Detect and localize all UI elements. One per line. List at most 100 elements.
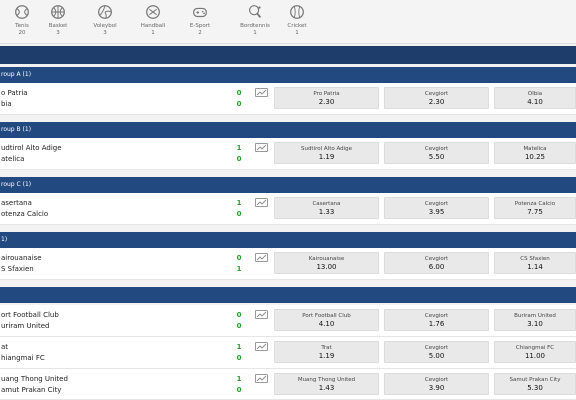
away-team: hiangmai FC <box>1 354 45 362</box>
match-row[interactable]: o Patria bia 0 0 Pro Patria 2.30 Cevgiort… <box>0 83 576 115</box>
stats-chart-icon[interactable] <box>255 253 268 262</box>
sport-tab-basketball[interactable]: Basket 3 <box>38 2 78 37</box>
stats-chart-icon[interactable] <box>255 374 268 383</box>
group-header[interactable]: roup B (1) <box>0 122 576 138</box>
away-score: 1 <box>236 265 242 273</box>
away-team: bia <box>1 100 12 108</box>
odd-away-button[interactable]: Samut Prakan City 5.30 <box>494 373 576 395</box>
stats-chart-icon[interactable] <box>255 143 268 152</box>
odd-home-button[interactable]: Trat 1.19 <box>274 341 379 363</box>
home-score: 0 <box>236 254 242 262</box>
odd-draw-button[interactable]: Cevgiort 6.00 <box>384 252 489 274</box>
odd-away-button[interactable]: Chiangmai FC 11.00 <box>494 341 576 363</box>
tennis-icon <box>12 2 32 22</box>
odd-draw-button[interactable]: Cevgiort 1.76 <box>384 309 489 331</box>
odd-away-button[interactable]: Matelica 10.25 <box>494 142 576 164</box>
sport-count: 3 <box>56 30 60 36</box>
odd-home-button[interactable]: Casertana 1.33 <box>274 197 379 219</box>
odd-home-button[interactable]: Sudtirol Alto Adige 1.19 <box>274 142 379 164</box>
odd-label: CS Sfaxien <box>520 256 550 262</box>
odd-away-button[interactable]: Buriram United 3.10 <box>494 309 576 331</box>
home-score: 0 <box>236 311 242 319</box>
odd-home-button[interactable]: Kairouanaise 13.00 <box>274 252 379 274</box>
odd-draw-button[interactable]: Cevgiort 3.90 <box>384 373 489 395</box>
away-score: 0 <box>236 100 242 108</box>
odd-label: Cevgiort <box>424 377 449 383</box>
match-row[interactable]: udtirol Alto Adige atelica 1 0 Sudtirol … <box>0 138 576 170</box>
odd-label: Trat <box>321 345 332 351</box>
sport-label: Tenis <box>15 23 29 29</box>
sport-tab-volleyball[interactable]: Voleybol 3 <box>85 2 125 37</box>
odd-home-button[interactable]: Port Football Club 4.10 <box>274 309 379 331</box>
match-row[interactable]: at hiangmai FC 1 0 Trat 1.19 Cevgiort 5.00… <box>0 337 576 369</box>
match-row[interactable]: ort Football Club uriram United 0 0 Port… <box>0 305 576 337</box>
away-team: amut Prakan City <box>1 386 62 394</box>
odd-away-button[interactable]: CS Sfaxien 1.14 <box>494 252 576 274</box>
group-header[interactable]: roup A (1) <box>0 67 576 83</box>
sport-tab-cricket[interactable]: Cricket 1 <box>277 2 317 37</box>
odd-value: 4.10 <box>318 320 335 328</box>
group-header[interactable] <box>0 287 576 303</box>
sport-selector-bar: Tenis 20 Basket 3 Voleybol 3 Handball 1 … <box>0 0 576 44</box>
match-row[interactable]: uang Thong United amut Prakan City 1 0 M… <box>0 369 576 400</box>
odd-label: Samut Prakan City <box>509 377 561 383</box>
away-team: S Sfaxien <box>1 265 34 273</box>
odd-value: 3.95 <box>428 208 445 216</box>
home-team: asertana <box>1 199 32 207</box>
sport-count: 1 <box>295 30 299 36</box>
odd-home-button[interactable]: Pro Patria 2.30 <box>274 87 379 109</box>
stats-chart-icon[interactable] <box>255 88 268 97</box>
odd-label: Cevgiort <box>424 256 449 262</box>
sport-tab-esport[interactable]: E-Sport 2 <box>180 2 220 37</box>
home-team: o Patria <box>1 89 28 97</box>
odd-value: 1.14 <box>527 263 543 271</box>
odd-value: 7.75 <box>527 208 543 216</box>
sport-count: 3 <box>103 30 107 36</box>
sport-count: 20 <box>18 30 26 36</box>
sport-tab-table-tennis[interactable]: Bordtennis 1 <box>235 2 275 37</box>
sport-label: Voleybol <box>93 23 117 29</box>
odd-label: Cevgiort <box>424 146 449 152</box>
odd-label: Matelica <box>523 146 547 152</box>
match-row[interactable]: asertana otenza Calcio 1 0 Casertana 1.33… <box>0 193 576 225</box>
odd-value: 3.90 <box>428 384 445 392</box>
group-header[interactable]: roup C (1) <box>0 177 576 193</box>
home-team: at <box>1 343 9 351</box>
away-score: 0 <box>236 322 242 330</box>
odd-draw-button[interactable]: Cevgiort 2.30 <box>384 87 489 109</box>
odd-label: Sudtirol Alto Adige <box>300 146 353 152</box>
odd-home-button[interactable]: Muang Thong United 1.43 <box>274 373 379 395</box>
home-score: 0 <box>236 89 242 97</box>
match-row[interactable]: airouanaise S Sfaxien 0 1 Kairouanaise 13… <box>0 248 576 280</box>
odd-value: 5.50 <box>428 153 445 161</box>
group-header[interactable]: 1) <box>0 232 576 248</box>
odd-value: 2.30 <box>318 98 335 106</box>
sport-tab-handball[interactable]: Handball 1 <box>133 2 173 37</box>
stats-chart-icon[interactable] <box>255 342 268 351</box>
odd-draw-button[interactable]: Cevgiort 3.95 <box>384 197 489 219</box>
home-team: airouanaise <box>1 254 42 262</box>
basketball-icon <box>48 2 68 22</box>
odd-value: 3.10 <box>527 320 543 328</box>
odd-label: Chiangmai FC <box>515 345 555 351</box>
odd-value: 13.00 <box>316 263 337 271</box>
odd-away-button[interactable]: Olbia 4.10 <box>494 87 576 109</box>
odd-value: 5.00 <box>428 352 445 360</box>
odd-value: 4.10 <box>527 98 543 106</box>
table-tennis-icon <box>245 2 265 22</box>
sport-count: 1 <box>253 30 257 36</box>
odd-away-button[interactable]: Potenza Calcio 7.75 <box>494 197 576 219</box>
odd-draw-button[interactable]: Cevgiort 5.50 <box>384 142 489 164</box>
odd-value: 11.00 <box>524 352 546 360</box>
odd-value: 1.76 <box>428 320 445 328</box>
stats-chart-icon[interactable] <box>255 310 268 319</box>
odd-label: Muang Thong United <box>297 377 356 383</box>
odd-value: 1.19 <box>318 153 335 161</box>
stats-chart-icon[interactable] <box>255 198 268 207</box>
odd-draw-button[interactable]: Cevgiort 5.00 <box>384 341 489 363</box>
sport-label: Handball <box>140 23 166 29</box>
sport-tab-tennis[interactable]: Tenis 20 <box>2 2 42 37</box>
odd-label: Potenza Calcio <box>514 201 556 207</box>
odd-value: 2.30 <box>428 98 445 106</box>
odd-label: Olbia <box>527 91 543 97</box>
